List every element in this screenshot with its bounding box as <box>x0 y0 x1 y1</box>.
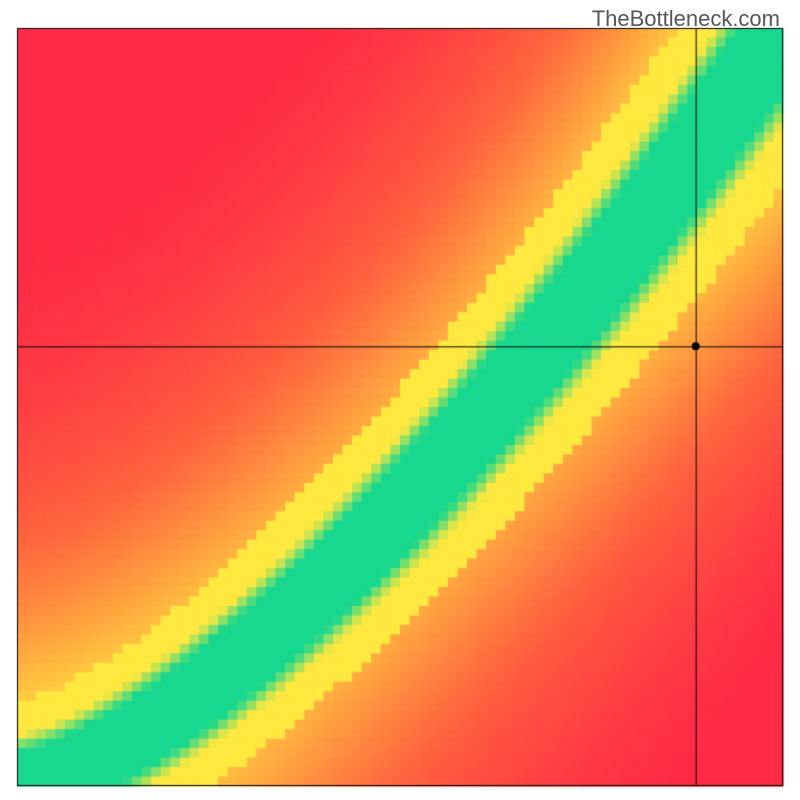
bottleneck-heatmap <box>0 0 800 800</box>
chart-container: TheBottleneck.com <box>0 0 800 800</box>
watermark-text: TheBottleneck.com <box>592 6 780 32</box>
